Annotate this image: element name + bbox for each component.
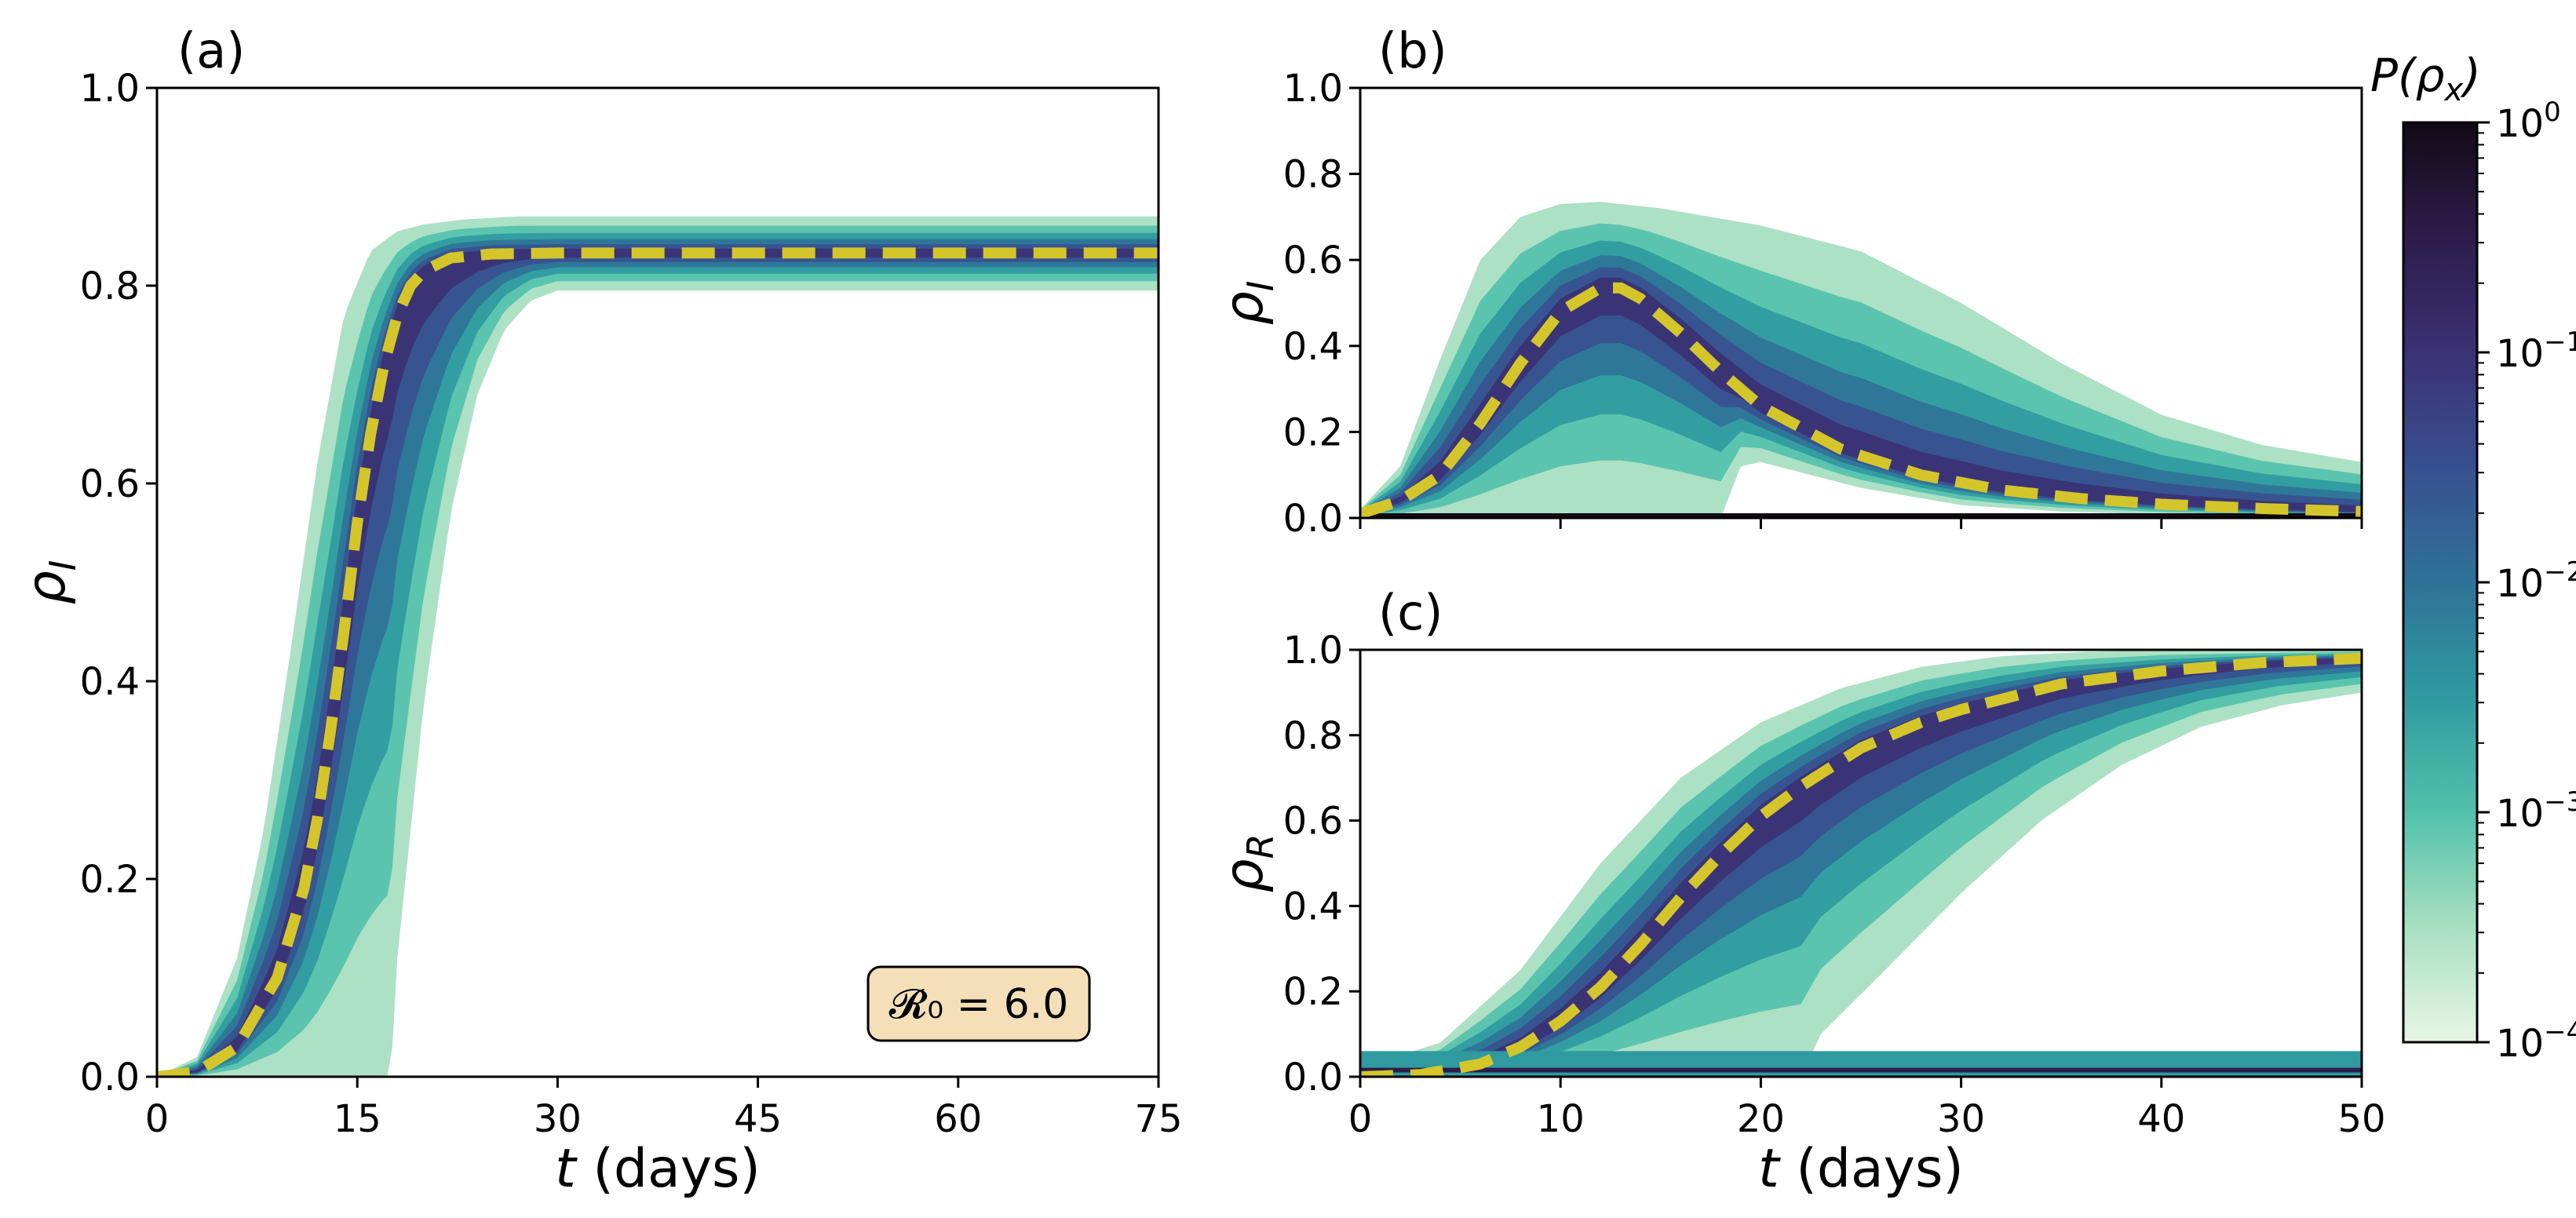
y-tick-label: 0.4 [1283,884,1343,928]
y-tick-label: 0.8 [1283,153,1343,197]
panel-b-density [1360,202,2362,518]
y-tick-label: 1.0 [1283,67,1343,111]
x-tick-label: 0 [145,1097,170,1141]
mean-curve [1360,652,2362,1077]
colorbar-label-suffix: ) [2460,49,2481,102]
panel-c-ticks: 0.0 0.2 0.4 0.6 0.8 1.0 0 10 20 30 40 50 [1283,629,2386,1141]
panel-a-density [157,216,1158,1077]
y-tick-label: 1.0 [80,67,140,111]
panel-a-ylabel-sym: ρ [16,571,78,604]
panel-c-xlabel-var: t [1758,1138,1781,1200]
y-tick-label: 0.8 [1283,714,1343,758]
x-tick-label: 75 [1134,1097,1182,1141]
r0-annotation-box [867,965,1091,1042]
y-tick-label: 0.4 [1283,325,1343,369]
y-tick-label: 0.4 [80,660,140,704]
x-tick-label: 60 [934,1097,982,1141]
y-tick-label: 0.6 [1283,239,1343,283]
panel-c-xlabel-unit: (days) [1779,1138,1964,1200]
colorbar-label-prefix: P( [2370,49,2417,102]
panel-b-ylabel-sym: ρ [1213,291,1275,325]
y-tick-label: 0.6 [80,462,140,506]
colorbar-label-sub: x [2443,72,2463,108]
colorbar-tick-label: 10−2 [2496,556,2576,606]
panel-a-xlabel: t (days) [555,1138,761,1200]
panel-c-frame [1359,648,2363,1078]
y-tick-label: 1.0 [1283,629,1343,673]
y-tick-label: 0.2 [80,858,140,902]
mean-curve [157,247,1158,1077]
colorbar: P(ρx) 100 10−1 10−2 10−3 10−4 [2370,49,2576,1066]
minor-density-core [1360,1067,2362,1073]
y-tick-label: 0.2 [1283,970,1343,1014]
y-tick-label: 0.0 [1283,1056,1343,1099]
r0-annotation: 𝓡₀ = 6.0 [867,965,1091,1042]
density-band-level-4 [1360,267,2362,515]
panel-b-plot [1360,202,2362,518]
panel-a-ylabel: ρI [16,560,84,605]
r0-annotation-text: 𝓡₀ = 6.0 [889,981,1069,1028]
colorbar-tick-label: 100 [2496,97,2561,146]
colorbar-tick-label: 10−1 [2496,326,2576,376]
panel-b-ylabel: ρI [1213,281,1282,326]
colorbar-label: P(ρx) [2370,49,2481,108]
x-tick-label: 20 [1737,1097,1785,1141]
panel-c-plot [1360,650,2362,1077]
x-tick-label: 40 [2137,1097,2185,1141]
mean-curve [1360,282,2362,518]
y-tick-label: 0.0 [1283,497,1343,541]
y-tick-label: 0.0 [80,1056,140,1099]
x-tick-label: 0 [1348,1097,1373,1141]
y-tick-label: 0.8 [80,264,140,308]
panel-b: (b) 0.0 0.2 0.4 0.6 0.8 1.0 ρI [1213,22,2363,541]
panel-a: (a) 0.0 0.2 0.4 0.6 0.8 1.0 0 15 30 45 60 75 t (day… [16,22,1183,1200]
panel-b-label: (b) [1378,22,1447,79]
x-tick-label: 30 [534,1097,582,1141]
y-tick-label: 0.2 [1283,410,1343,454]
panel-c-ylabel: ρR [1213,833,1282,892]
panel-b-frame [1359,86,2363,520]
y-tick-label: 0.6 [1283,800,1343,844]
panel-a-label: (a) [177,22,245,79]
panel-b-ticks: 0.0 0.2 0.4 0.6 0.8 1.0 [1283,67,2363,541]
panel-a-plot [157,216,1158,1077]
colorbar-ticks: 100 10−1 10−2 10−3 10−4 [2477,97,2576,1066]
x-tick-label: 10 [1537,1097,1585,1141]
panel-c-ylabel-sub: R [1239,833,1282,859]
colorbar-gradient [2402,121,2479,1044]
x-tick-label: 50 [2337,1097,2385,1141]
x-tick-label: 45 [734,1097,782,1141]
panel-c-label: (c) [1378,584,1443,641]
panel-b-ylabel-sub: I [1239,281,1282,292]
panel-a-frame [155,86,1160,1078]
density-band-level-4 [157,244,1158,1077]
panel-a-ylabel-sub: I [42,560,84,571]
colorbar-tick-label: 10−4 [2496,1016,2576,1066]
panel-c-ylabel-sym: ρ [1213,859,1275,892]
panel-a-xlabel-var: t [555,1138,578,1200]
panel-a-ticks: 0.0 0.2 0.4 0.6 0.8 1.0 0 15 30 45 60 75 [80,67,1183,1141]
colorbar-label-sym: ρ [2416,49,2445,102]
x-tick-label: 15 [334,1097,381,1141]
x-tick-label: 30 [1937,1097,1985,1141]
panel-c-xlabel: t (days) [1758,1138,1964,1200]
panel-a-xlabel-unit: (days) [576,1138,761,1200]
colorbar-tick-label: 10−3 [2496,786,2576,836]
panel-c: (c) 0.0 0.2 0.4 0.6 0.8 1.0 0 10 20 30 40 50 t (day… [1213,584,2386,1200]
density-band-level-3 [157,239,1158,1077]
panel-c-density [1360,650,2362,1077]
